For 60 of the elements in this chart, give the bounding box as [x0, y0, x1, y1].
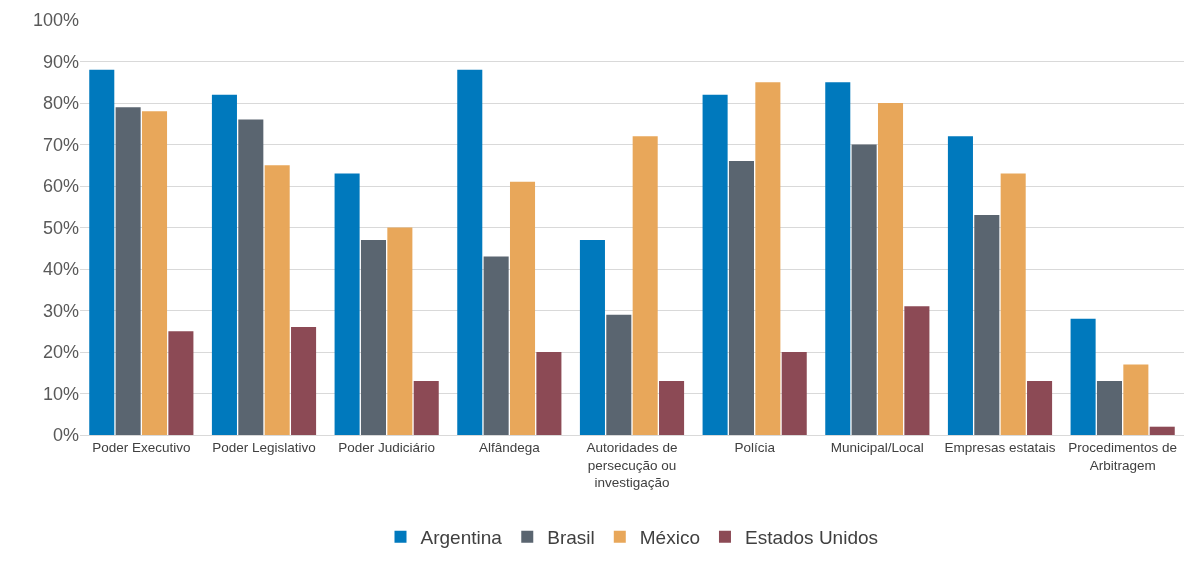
bar [974, 215, 1000, 435]
x-tick-label: Alfândega [478, 440, 541, 456]
bar [755, 82, 781, 435]
legend-label: Estados Unidos [744, 527, 879, 549]
bar [168, 331, 194, 435]
y-tick-label: 50% [42, 217, 79, 238]
bar [781, 352, 807, 435]
bar [632, 136, 658, 435]
x-tick-label: Empresas estatais [944, 440, 1056, 456]
x-tick-label: Poder Judiciário [338, 440, 436, 456]
bar [1027, 381, 1053, 435]
bar [264, 165, 290, 435]
bar [291, 327, 317, 435]
bar [825, 82, 851, 435]
bar [1123, 364, 1149, 435]
bar [904, 306, 930, 435]
x-tick-label: Municipal/Local [830, 440, 924, 456]
bar [728, 161, 755, 435]
x-tick-label: Autoridades de persecução ou investigação [586, 440, 678, 491]
y-tick-label: 60% [42, 176, 79, 197]
bar [1149, 426, 1175, 435]
y-tick-label: 0% [52, 425, 79, 446]
bar [702, 94, 728, 435]
bar [457, 69, 483, 435]
bar [238, 119, 264, 435]
bar [387, 227, 413, 435]
bar [877, 103, 904, 435]
bar [141, 111, 168, 435]
bar [1000, 173, 1026, 435]
bar [1070, 318, 1096, 435]
legend-label: Brasil [547, 527, 595, 549]
bar [413, 381, 439, 435]
legend-label: Argentina [420, 527, 503, 549]
bar [579, 239, 605, 435]
bar [483, 256, 509, 435]
bar [211, 94, 237, 435]
bar [334, 173, 360, 435]
bar [89, 69, 115, 435]
bar [1096, 381, 1123, 435]
x-tick-label: Poder Executivo [92, 440, 191, 456]
x-tick-label: Poder Legislativo [212, 440, 316, 456]
bar [606, 314, 632, 435]
legend-label: México [639, 527, 700, 549]
x-tick-label: Procedimentos de Arbitragem [1068, 440, 1178, 473]
bar [536, 352, 562, 435]
bar [659, 381, 685, 435]
y-tick-label: 40% [42, 259, 79, 280]
y-tick-label: 70% [42, 134, 79, 155]
y-tick-label: 90% [42, 51, 79, 72]
y-tick-label: 20% [42, 342, 79, 363]
bar [851, 144, 877, 435]
bar [360, 239, 387, 435]
bar [947, 136, 973, 435]
x-tick-label: Polícia [734, 440, 776, 456]
y-tick-label: 30% [42, 300, 79, 321]
bar [509, 181, 536, 435]
bar [115, 107, 141, 435]
y-tick-label: 10% [42, 383, 79, 404]
y-tick-label: 100% [32, 10, 79, 31]
y-tick-label: 80% [42, 93, 79, 114]
